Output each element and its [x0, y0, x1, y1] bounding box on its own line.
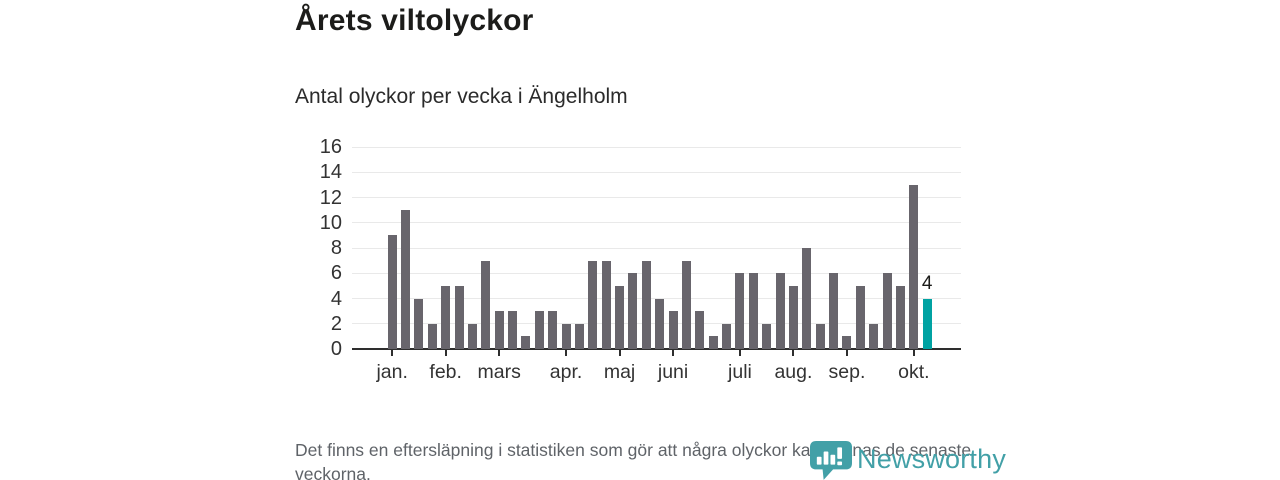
footer-note: Det finns en eftersläpning i statistiken…: [295, 440, 972, 480]
x-axis-line: [352, 348, 961, 350]
y-axis-tick-label: 8: [330, 237, 342, 259]
gridline: [352, 146, 961, 148]
bar-week: [494, 311, 504, 349]
gridline: [352, 171, 961, 173]
x-axis-tick: [672, 350, 675, 356]
bar-week: [788, 285, 798, 349]
bar-week: [454, 285, 464, 349]
x-axis-tick: [391, 350, 394, 356]
bar-week: [441, 285, 451, 349]
bar-week: [521, 336, 531, 349]
bar-week: [561, 323, 571, 349]
newsworthy-logo-text: Newsworthy: [857, 444, 1007, 474]
y-axis-tick-label: 12: [319, 186, 342, 209]
x-axis-month-label: sep.: [828, 361, 866, 383]
bar-week: [414, 298, 424, 349]
bar-week: [708, 336, 718, 349]
x-axis-month-label: juni: [657, 361, 689, 383]
bar-week: [467, 323, 477, 349]
y-axis-tick-label: 14: [319, 161, 342, 184]
x-axis-tick: [738, 350, 741, 356]
bar-week: [802, 248, 812, 349]
bar-week: [842, 336, 852, 349]
y-axis-tick-label: 0: [330, 338, 342, 360]
bar-week: [481, 260, 491, 349]
newsworthy-logo: Newsworthy: [810, 441, 1006, 480]
bar-week: [655, 298, 665, 349]
bar-week: [722, 323, 732, 349]
bar-highlight-latest-week: [922, 298, 932, 349]
bar-week: [641, 260, 651, 349]
bar-week: [548, 311, 558, 349]
bar-week: [775, 273, 785, 349]
gridline: [352, 197, 961, 198]
bar-week: [574, 323, 584, 349]
x-axis-tick: [565, 350, 568, 356]
x-axis-tick: [498, 350, 501, 356]
x-axis-tick: [912, 350, 915, 356]
x-axis-tick: [845, 350, 848, 356]
bar-week: [695, 311, 705, 349]
bar-week: [668, 311, 678, 349]
x-axis-tick: [792, 350, 795, 356]
y-axis-tick-label: 2: [330, 312, 342, 335]
gridline: [352, 222, 961, 224]
plot-area: 0 2 4 6 8 10 12 14 16 jan. feb. mars apr. maj juni juli…: [320, 136, 961, 383]
y-axis-tick-label: 6: [330, 262, 342, 285]
y-axis-tick-label: 16: [319, 136, 342, 158]
bar-week: [534, 311, 544, 349]
bar-week: [895, 285, 905, 349]
highlight-value-label: 4: [921, 272, 933, 294]
x-axis-month-label: maj: [603, 361, 636, 383]
x-axis-month-label: apr.: [549, 361, 583, 383]
bar-week: [401, 210, 411, 349]
bar-week: [762, 323, 772, 349]
x-axis-month-label: okt.: [898, 361, 930, 383]
bar-week: [601, 260, 611, 349]
x-axis-month-label: aug.: [774, 361, 813, 383]
bar-week: [735, 273, 745, 349]
bar-week: [748, 273, 758, 349]
bar-week: [427, 323, 437, 349]
bar-week: [387, 235, 397, 349]
x-axis-tick: [444, 350, 447, 356]
y-axis-tick-label: 10: [319, 211, 342, 234]
chart-subtitle: Antal olyckor per vecka i Ängelholm: [295, 85, 628, 108]
x-axis-month-label: jan.: [376, 361, 408, 383]
bar-week: [508, 311, 518, 349]
x-axis-month-label: feb.: [429, 361, 462, 383]
bar-week: [882, 273, 892, 349]
bar-week: [628, 273, 638, 349]
bar-week: [681, 260, 691, 349]
x-axis-tick: [618, 350, 621, 356]
x-axis-month-label: juli: [728, 361, 752, 383]
x-axis-month-label: mars: [477, 361, 521, 383]
bar-week: [909, 184, 919, 349]
bar-week: [855, 285, 865, 349]
bar-week: [588, 260, 598, 349]
gridline: [352, 247, 961, 249]
newsworthy-logo-icon: [810, 441, 852, 480]
y-axis-tick-label: 4: [330, 287, 342, 310]
gridline: [352, 272, 961, 274]
chart-title: Årets viltolyckor: [295, 4, 534, 37]
bar-week: [615, 285, 625, 349]
bar-week: [829, 273, 839, 349]
bar-week: [815, 323, 825, 349]
bar-week: [869, 323, 879, 349]
